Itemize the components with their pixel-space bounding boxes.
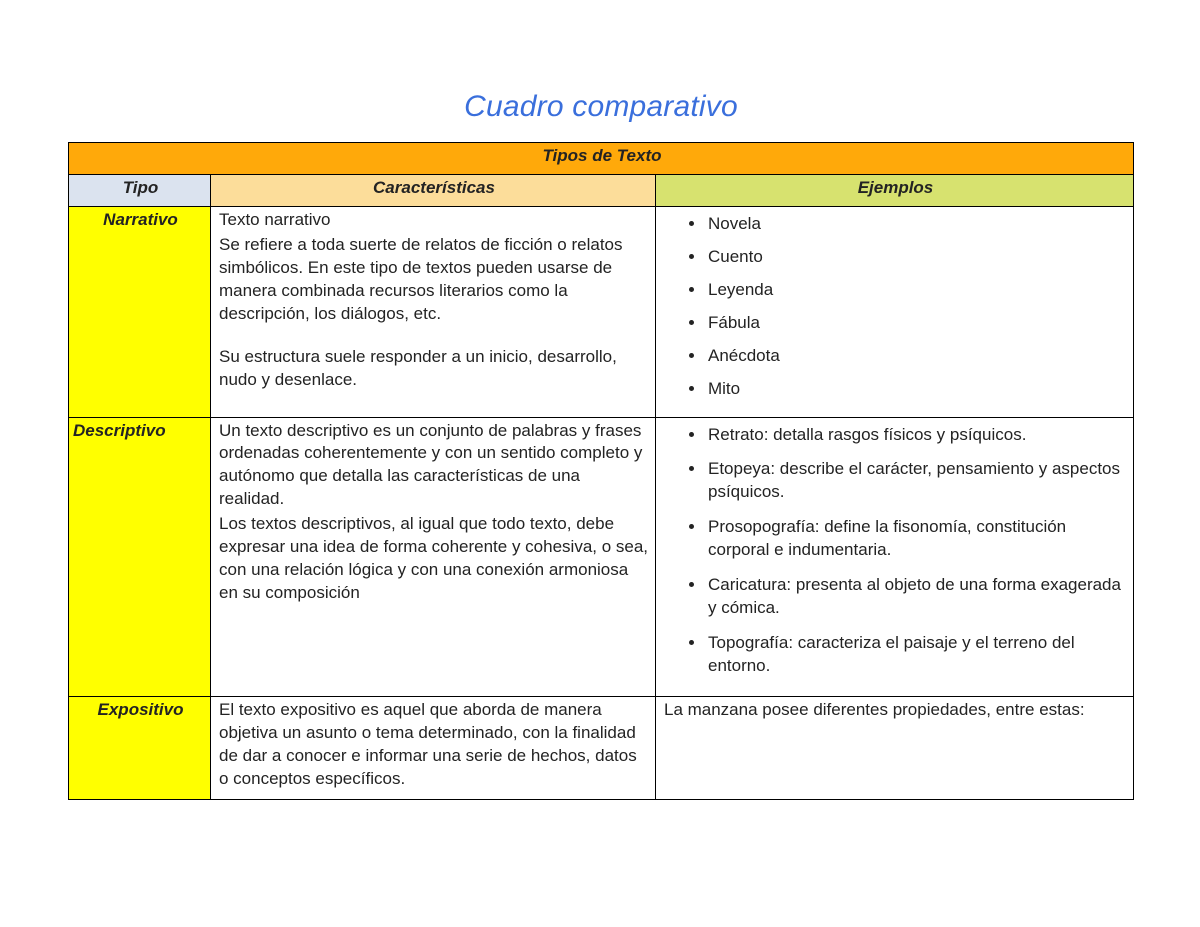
list-item: Cuento — [706, 246, 1127, 269]
examples-cell: La manzana posee diferentes propiedades,… — [655, 696, 1133, 799]
table-row: Expositivo El texto expositivo es aquel … — [69, 696, 1134, 799]
list-item: Fábula — [706, 312, 1127, 335]
examples-cell: Retrato: detalla rasgos físicos y psíqui… — [655, 417, 1133, 696]
list-item: Topografía: caracteriza el paisaje y el … — [706, 632, 1127, 678]
list-item: Leyenda — [706, 279, 1127, 302]
characteristics-paragraph: Los textos descriptivos, al igual que to… — [219, 513, 649, 605]
list-item: Etopeya: describe el carácter, pensamien… — [706, 458, 1127, 504]
list-item: Mito — [706, 378, 1127, 401]
table-super-header-row: Tipos de Texto — [69, 143, 1134, 175]
characteristics-paragraph: Un texto descriptivo es un conjunto de p… — [219, 420, 649, 512]
column-header-characteristics: Características — [211, 174, 656, 206]
list-item: Prosopografía: define la fisonomía, cons… — [706, 516, 1127, 562]
characteristics-paragraph: Su estructura suele responder a un inici… — [219, 346, 649, 392]
characteristics-paragraph: El texto expositivo es aquel que aborda … — [219, 699, 649, 791]
examples-cell: Novela Cuento Leyenda Fábula Anécdota Mi… — [655, 206, 1133, 417]
characteristics-cell: El texto expositivo es aquel que aborda … — [211, 696, 656, 799]
table-row: Descriptivo Un texto descriptivo es un c… — [69, 417, 1134, 696]
characteristics-cell: Texto narrativo Se refiere a toda suerte… — [211, 206, 656, 417]
column-header-type: Tipo — [69, 174, 211, 206]
document-page: Cuadro comparativo Tipos de Texto Tipo C… — [0, 0, 1200, 800]
list-item: Novela — [706, 213, 1127, 236]
comparative-table: Tipos de Texto Tipo Características Ejem… — [68, 142, 1134, 800]
characteristics-paragraph: Texto narrativo — [219, 209, 649, 232]
type-cell: Expositivo — [69, 696, 211, 799]
page-title: Cuadro comparativo — [68, 90, 1134, 124]
examples-list: Novela Cuento Leyenda Fábula Anécdota Mi… — [664, 213, 1127, 401]
list-item: Anécdota — [706, 345, 1127, 368]
examples-list: Retrato: detalla rasgos físicos y psíqui… — [664, 424, 1127, 678]
type-cell: Descriptivo — [69, 417, 211, 696]
characteristics-cell: Un texto descriptivo es un conjunto de p… — [211, 417, 656, 696]
characteristics-paragraph: Se refiere a toda suerte de relatos de f… — [219, 234, 649, 326]
examples-text: La manzana posee diferentes propiedades,… — [664, 699, 1127, 722]
table-super-header: Tipos de Texto — [69, 143, 1134, 175]
type-cell: Narrativo — [69, 206, 211, 417]
column-header-examples: Ejemplos — [655, 174, 1133, 206]
list-item: Caricatura: presenta al objeto de una fo… — [706, 574, 1127, 620]
table-header-row: Tipo Características Ejemplos — [69, 174, 1134, 206]
table-row: Narrativo Texto narrativo Se refiere a t… — [69, 206, 1134, 417]
list-item: Retrato: detalla rasgos físicos y psíqui… — [706, 424, 1127, 447]
